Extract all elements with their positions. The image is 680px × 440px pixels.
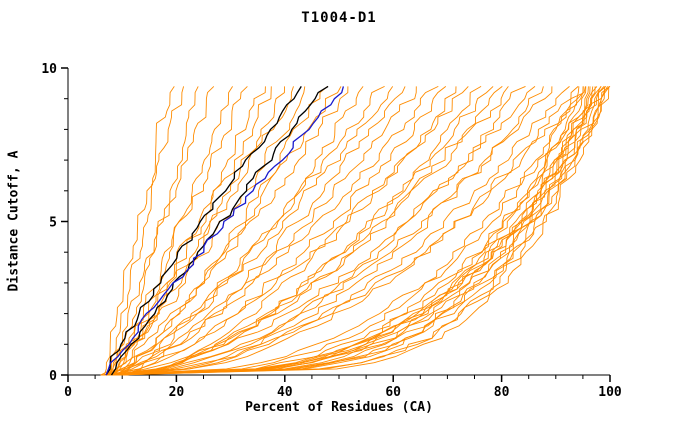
model-curve-orange bbox=[105, 85, 439, 376]
model-curve-orange bbox=[115, 86, 406, 376]
x-tick-label: 0 bbox=[64, 385, 72, 400]
model-curve-orange bbox=[100, 86, 285, 376]
model-curve-orange bbox=[105, 86, 349, 376]
model-curve-orange bbox=[111, 86, 328, 376]
model-curve-orange bbox=[107, 86, 503, 376]
model-curve-orange bbox=[106, 86, 394, 376]
x-axis-label: Percent of Residues (CA) bbox=[245, 400, 433, 415]
model-curve-orange bbox=[111, 86, 199, 376]
model-curve-orange bbox=[110, 86, 185, 376]
model-curve-blue bbox=[105, 86, 345, 376]
model-curve-orange bbox=[103, 86, 175, 376]
model-curve-orange bbox=[114, 86, 598, 376]
x-tick-label: 80 bbox=[494, 385, 510, 400]
model-curve-orange bbox=[117, 86, 457, 376]
model-curve-orange bbox=[105, 86, 266, 376]
model-curve-orange bbox=[116, 86, 509, 376]
y-tick-label: 5 bbox=[49, 216, 57, 231]
model-curve-orange bbox=[111, 86, 605, 376]
model-curve-orange bbox=[111, 86, 482, 376]
model-curve-orange bbox=[113, 86, 584, 376]
model-curve-orange bbox=[112, 86, 447, 376]
model-curve-orange bbox=[111, 86, 364, 376]
model-curve-orange bbox=[105, 86, 594, 376]
model-curve-orange bbox=[105, 86, 215, 376]
x-tick-label: 100 bbox=[598, 385, 622, 400]
model-curve-orange bbox=[111, 86, 553, 376]
model-curve-orange bbox=[106, 86, 605, 376]
model-curve-orange bbox=[106, 86, 469, 376]
model-curve-orange bbox=[100, 86, 580, 376]
y-tick-label: 10 bbox=[41, 62, 57, 77]
model-curve-orange bbox=[109, 86, 610, 376]
model-curve-orange bbox=[124, 86, 570, 376]
model-curve-black bbox=[105, 86, 302, 376]
model-curve-orange bbox=[111, 86, 596, 376]
model-curve-orange bbox=[116, 86, 294, 376]
model-curve-orange bbox=[111, 86, 248, 376]
model-curve-black bbox=[110, 85, 329, 376]
model-curve-orange bbox=[110, 86, 536, 376]
model-curve-orange bbox=[111, 86, 608, 376]
model-curve-orange bbox=[100, 86, 611, 376]
x-tick-label: 20 bbox=[169, 385, 185, 400]
model-curve-orange bbox=[113, 86, 272, 376]
model-curve-orange bbox=[113, 86, 586, 376]
chart-title: T1004-D1 bbox=[301, 10, 377, 26]
model-curve-orange bbox=[122, 86, 342, 376]
model-curve-orange bbox=[111, 86, 579, 376]
model-curve-orange bbox=[111, 86, 584, 376]
x-tick-label: 40 bbox=[277, 385, 293, 400]
model-curve-orange bbox=[116, 85, 385, 376]
model-curve-orange bbox=[116, 86, 544, 376]
model-curve-orange bbox=[122, 86, 417, 376]
model-curve-orange bbox=[100, 86, 602, 376]
y-tick-label: 0 bbox=[49, 369, 57, 384]
model-curve-orange bbox=[121, 86, 607, 376]
x-tick-label: 60 bbox=[385, 385, 401, 400]
model-curve-orange bbox=[109, 86, 589, 376]
model-curve-orange bbox=[126, 86, 494, 376]
